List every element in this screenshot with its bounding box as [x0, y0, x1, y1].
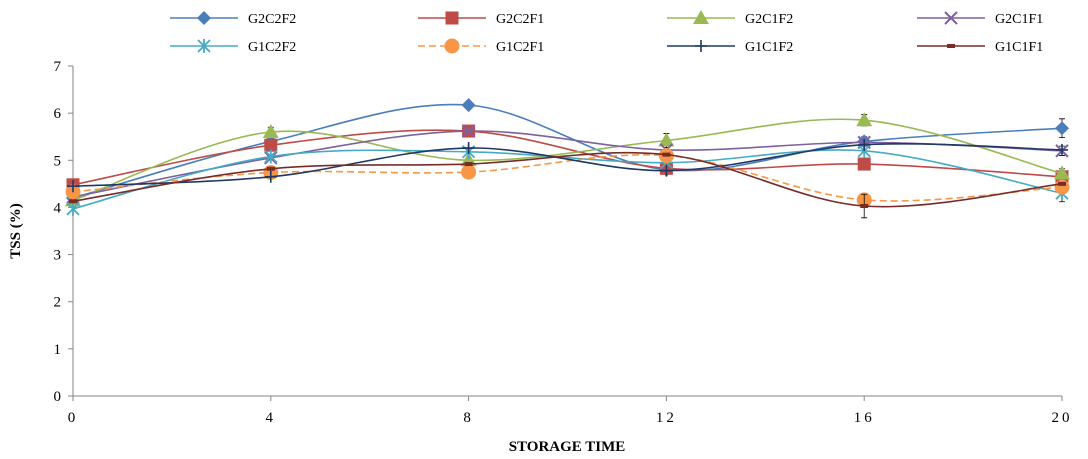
series-g1c1f2 [67, 139, 1068, 192]
legend-marker-g2c2f2 [197, 11, 211, 25]
y-tick-label: 1 [54, 342, 62, 358]
x-tick-label: 12 [656, 410, 677, 426]
y-tick-labels: 0 1 2 3 4 5 6 7 [54, 59, 74, 405]
legend-marker-g2c2f1 [446, 12, 459, 25]
x-tick-label: 0 [68, 410, 79, 426]
legend-item-g2c2f1: G2C2F1 [418, 12, 544, 28]
y-tick-label: 5 [54, 153, 62, 169]
x-tick-label: 4 [266, 410, 277, 426]
legend: G2C2F2 G2C2F1 G2C1F2 G2C1F1 G1C2F2 G1C2F1 G1C1… [170, 10, 1043, 55]
data-point-g1c2f1 [461, 165, 476, 180]
data-point-g2c2f1 [858, 158, 871, 171]
y-axis-title: TSS (%) [8, 203, 24, 258]
y-tick-label: 6 [54, 106, 62, 122]
y-tick-label: 0 [54, 389, 62, 405]
x-tick-label: 20 [1052, 410, 1073, 426]
legend-label-g2c2f1: G2C2F1 [496, 12, 544, 27]
legend-item-g1c1f2: G1C1F2 [667, 40, 793, 55]
legend-label-g1c2f2: G1C2F2 [248, 40, 296, 55]
series-lines [65, 98, 1070, 218]
data-point-g1c1f1 [69, 199, 77, 203]
data-point-g2c2f2 [1055, 121, 1069, 135]
series-line-g1c2f1 [73, 155, 1062, 201]
y-tick-label: 3 [54, 248, 62, 264]
legend-label-g2c1f1: G2C1F1 [995, 12, 1043, 27]
x-tick-label: 16 [854, 410, 875, 426]
x-tick-label: 8 [463, 410, 474, 426]
legend-marker-g1c1f1 [947, 44, 955, 48]
series-g1c1f1 [69, 153, 1066, 218]
legend-item-g1c2f1: G1C2F1 [418, 39, 544, 56]
data-point-g1c2f2 [67, 202, 79, 216]
series-line-g2c1f1 [73, 131, 1062, 197]
series-line-g1c1f2 [73, 144, 1062, 186]
axes [73, 66, 1062, 396]
legend-label-g2c2f2: G2C2F2 [248, 12, 296, 27]
data-point-g1c1f1 [1058, 182, 1066, 186]
x-tick-labels: 0 4 8 12 16 20 [68, 396, 1073, 426]
data-point-g1c1f1 [267, 167, 275, 171]
data-point-g1c1f1 [662, 153, 670, 157]
legend-marker-g2c1f2 [693, 10, 709, 24]
y-tick-label: 4 [54, 200, 62, 216]
legend-label-g1c1f1: G1C1F1 [995, 40, 1043, 55]
legend-item-g2c2f2: G2C2F2 [170, 11, 296, 27]
legend-item-g2c1f2: G2C1F2 [667, 10, 793, 27]
legend-item-g2c1f1: G2C1F1 [917, 12, 1043, 27]
legend-label-g1c1f2: G1C1F2 [745, 40, 793, 55]
x-axis-title: STORAGE TIME [509, 439, 626, 455]
data-point-g2c2f2 [462, 98, 476, 112]
legend-marker-g1c2f1 [445, 39, 460, 54]
legend-label-g2c1f2: G2C1F2 [745, 12, 793, 27]
series-g2c2f2 [66, 98, 1069, 205]
y-tick-label: 2 [54, 295, 62, 311]
data-point-g1c1f1 [860, 204, 868, 208]
legend-label-g1c2f1: G1C2F1 [496, 40, 544, 55]
data-point-g1c1f1 [465, 162, 473, 166]
legend-marker-g1c1f2 [695, 40, 707, 52]
legend-item-g1c2f2: G1C2F2 [170, 39, 296, 55]
series-line-g2c2f2 [73, 105, 1062, 198]
y-tick-label: 7 [54, 59, 62, 75]
legend-item-g1c1f1: G1C1F1 [917, 40, 1043, 55]
